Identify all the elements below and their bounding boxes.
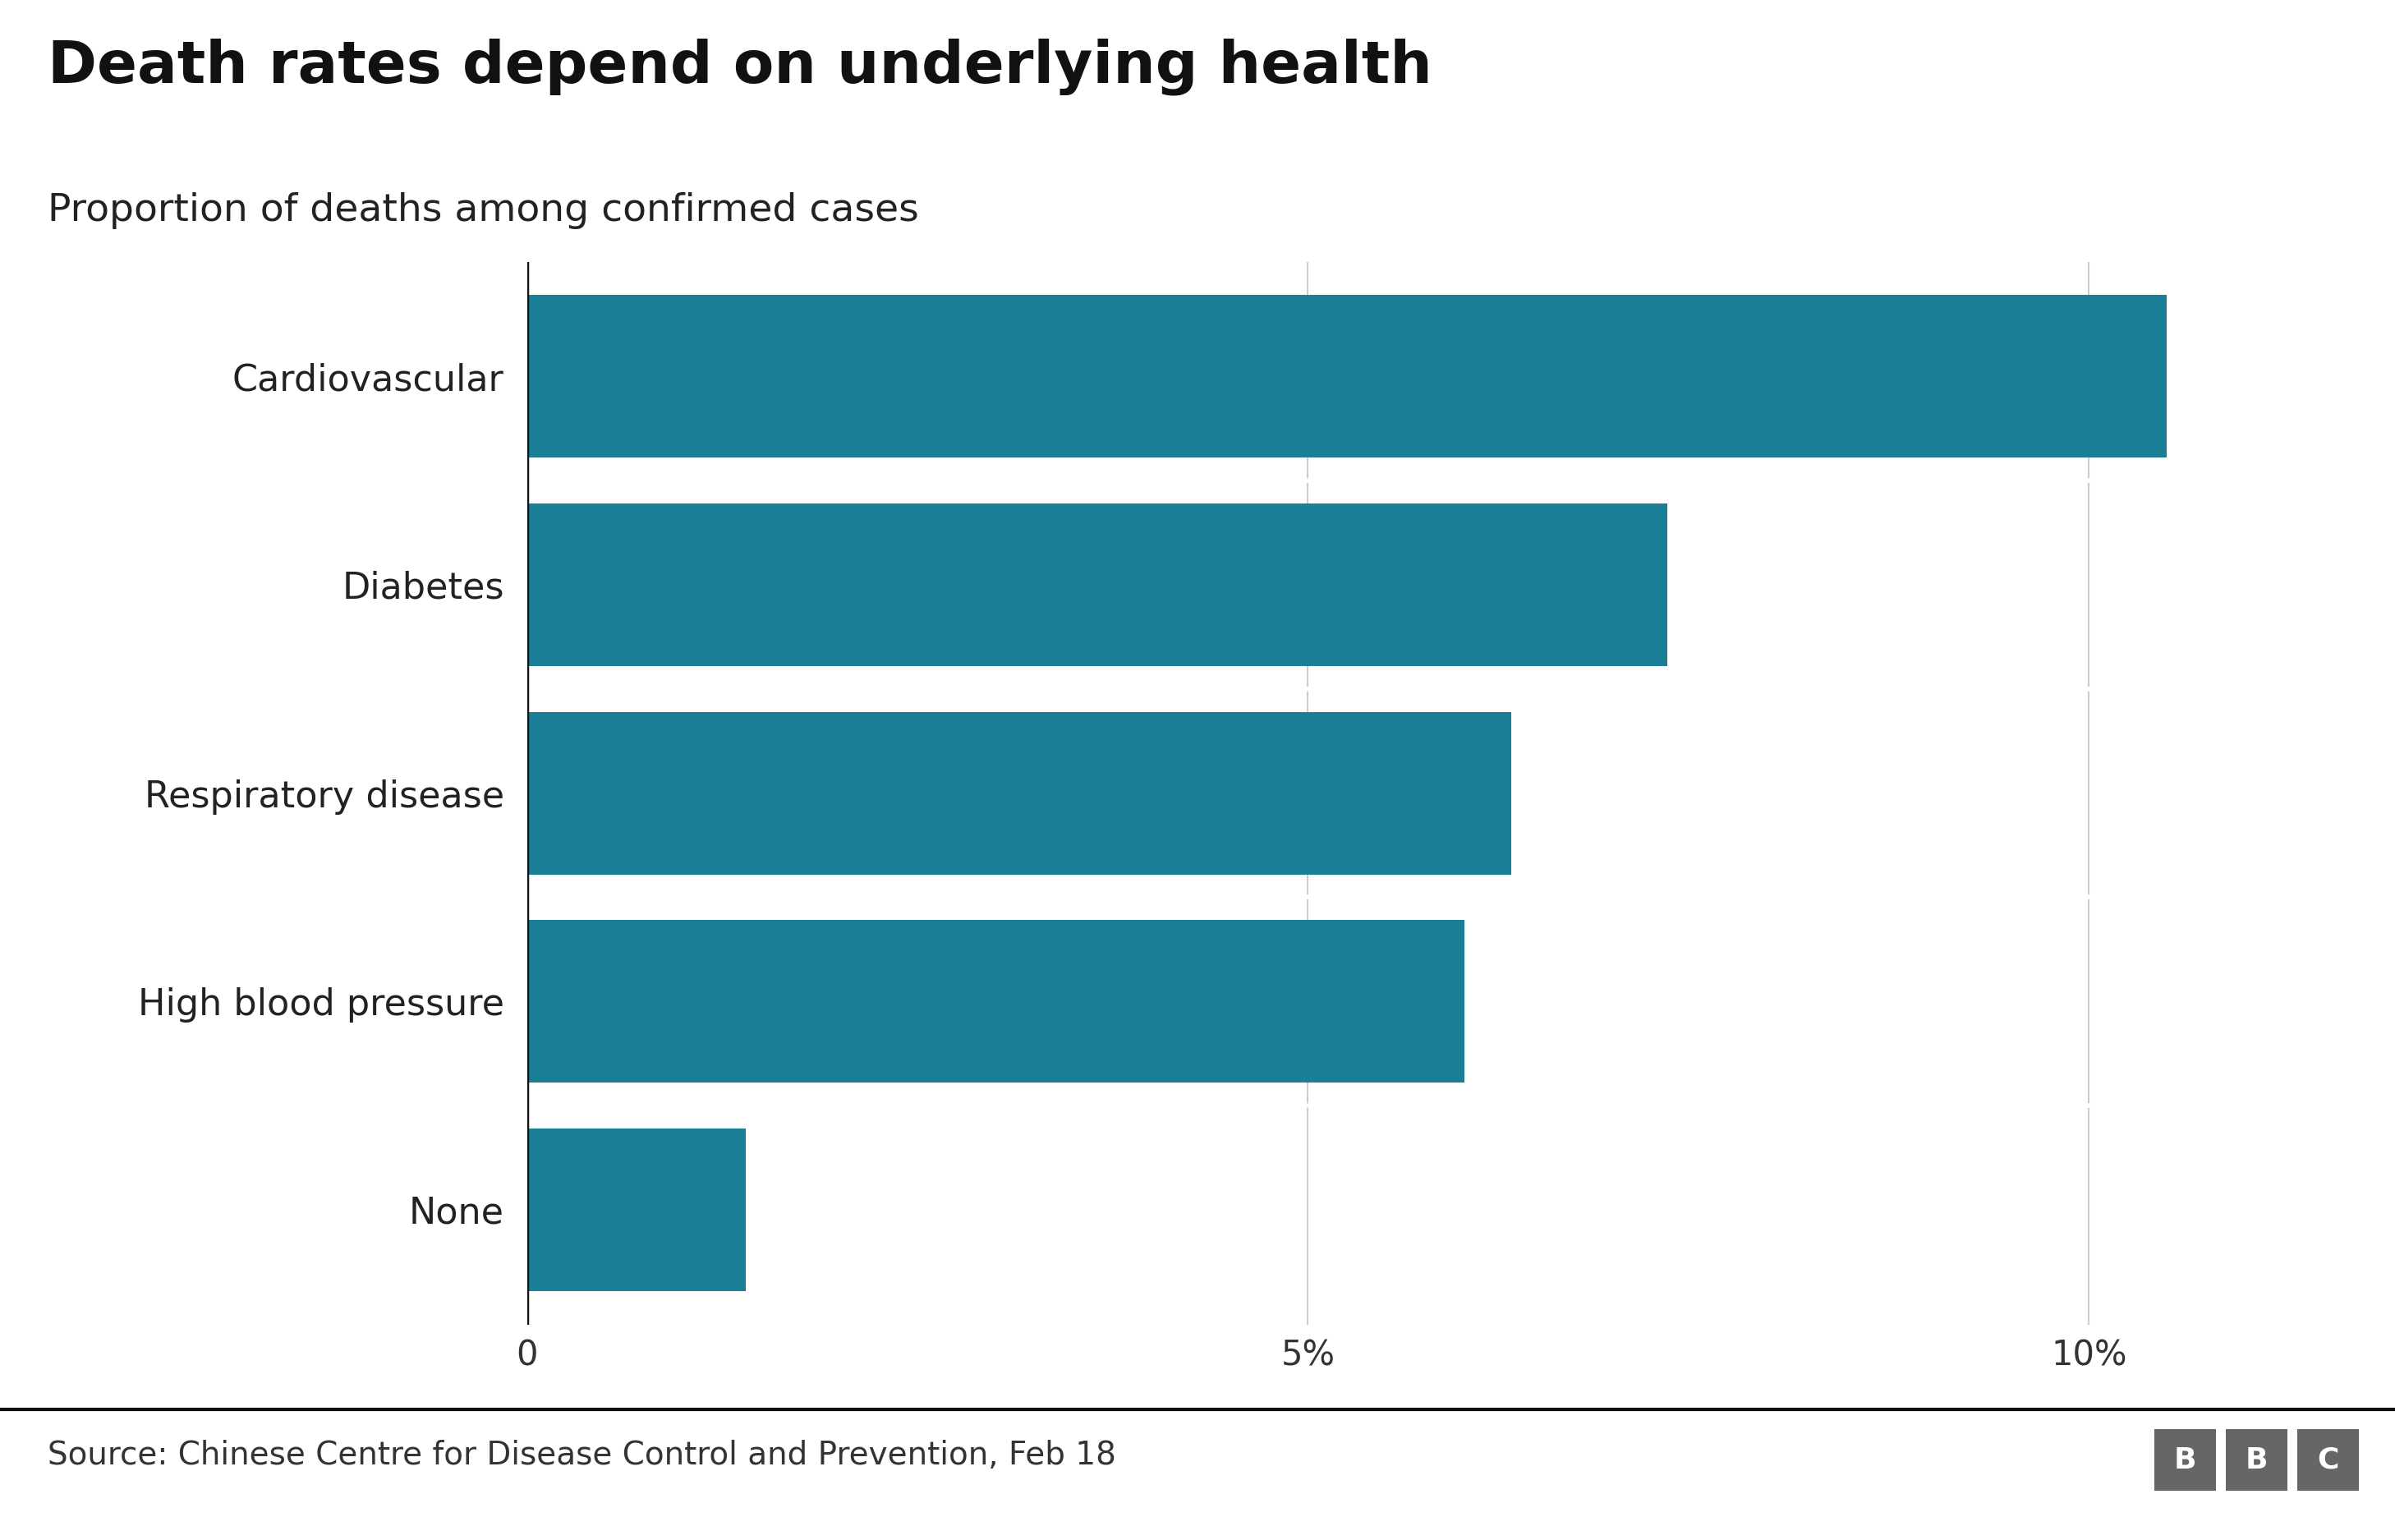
Bar — [527, 711, 1511, 875]
Text: Source: Chinese Centre for Disease Control and Prevention, Feb 18: Source: Chinese Centre for Disease Contr… — [48, 1440, 1116, 1471]
Text: B: B — [2175, 1446, 2196, 1474]
Text: Death rates depend on underlying health: Death rates depend on underlying health — [48, 38, 1432, 95]
Text: C: C — [2318, 1446, 2340, 1474]
Bar — [527, 296, 2167, 457]
Bar — [527, 921, 1463, 1083]
Bar — [527, 504, 1667, 665]
Text: Proportion of deaths among confirmed cases: Proportion of deaths among confirmed cas… — [48, 192, 920, 229]
Text: B: B — [2247, 1446, 2268, 1474]
Bar — [527, 1129, 745, 1291]
